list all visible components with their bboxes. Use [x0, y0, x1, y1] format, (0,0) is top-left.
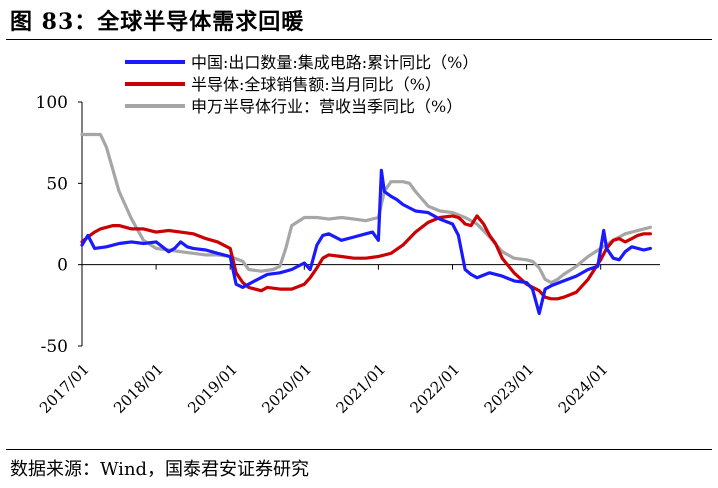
x-tick-label: 2024/01	[555, 360, 612, 417]
x-tick-label: 2017/01	[36, 360, 93, 417]
source-note: 数据来源：Wind，国泰君安证券研究	[10, 459, 310, 480]
series-line-1	[80, 168, 652, 316]
y-tick-label: 100	[36, 93, 68, 113]
chart-legend: 中国:出口数量:集成电路:累计同比（%） 半导体:全球销售额:当月同比（%） 申万半…	[125, 53, 478, 116]
x-tick-label: 2018/01	[110, 360, 167, 417]
x-tick-label: 2023/01	[481, 360, 538, 417]
series-line-2	[80, 214, 652, 301]
legend-label-2: 半导体:全球销售额:当月同比（%）	[191, 75, 441, 94]
y-tick-label: 50	[46, 174, 68, 194]
chart-axes: 100 50 0 -50 2017/01 2018/01 2019/01 2020/01 202…	[36, 93, 660, 417]
x-tick-label: 2022/01	[407, 360, 464, 417]
x-tick-label: 2020/01	[258, 360, 315, 417]
line-chart: 100 50 0 -50 2017/01 2018/01 2019/01 2020/01 202…	[36, 53, 660, 417]
y-tick-label: 0	[57, 256, 68, 276]
series-line-3	[80, 132, 652, 285]
plot-lines	[80, 132, 652, 316]
title-divider	[6, 39, 712, 40]
x-tick-label: 2019/01	[184, 360, 241, 417]
x-tick-label: 2021/01	[332, 360, 389, 417]
footer-divider	[6, 449, 712, 450]
legend-label-1: 中国:出口数量:集成电路:累计同比（%）	[191, 53, 478, 72]
chart-title: 图 83：全球半导体需求回暖	[10, 9, 305, 35]
y-tick-label: -50	[41, 337, 68, 357]
legend-label-3: 申万半导体行业：营收当季同比（%）	[191, 97, 462, 116]
